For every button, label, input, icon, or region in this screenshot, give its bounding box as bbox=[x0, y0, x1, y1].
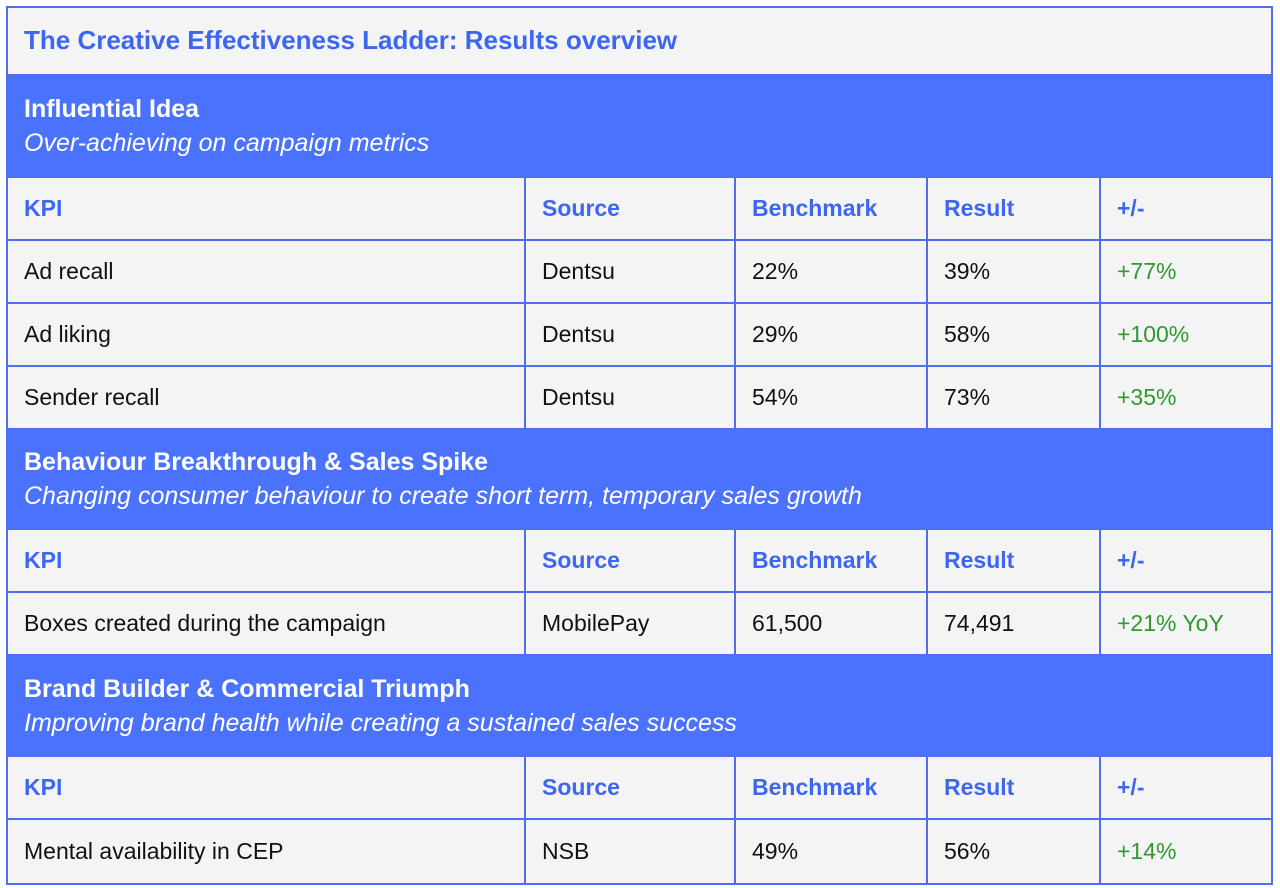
header-delta: +/- bbox=[1117, 547, 1145, 574]
header-result: Result bbox=[928, 177, 1101, 239]
result-cell: 56% bbox=[928, 820, 1101, 883]
result-cell: 73% bbox=[928, 366, 1101, 428]
section-description: Improving brand health while creating a … bbox=[24, 708, 737, 737]
table-row: Ad liking Dentsu 29% 58% +100% bbox=[8, 303, 1271, 367]
section-header-brand-builder: Brand Builder & Commercial Triumph Impro… bbox=[8, 656, 1271, 758]
section-header-influential-idea: Influential Idea Over-achieving on campa… bbox=[8, 75, 1271, 178]
table-row: Sender recall Dentsu 54% 73% +35% bbox=[8, 366, 1271, 430]
delta-cell: +100% bbox=[1117, 320, 1190, 347]
header-kpi: KPI bbox=[8, 530, 526, 592]
kpi-cell: Mental availability in CEP bbox=[8, 820, 526, 883]
header-kpi: KPI bbox=[8, 757, 526, 819]
header-benchmark: Benchmark bbox=[736, 530, 928, 592]
results-table: The Creative Effectiveness Ladder: Resul… bbox=[6, 6, 1273, 885]
header-benchmark: Benchmark bbox=[736, 757, 928, 819]
delta-cell: +35% bbox=[1117, 383, 1177, 410]
section-name: Brand Builder & Commercial Triumph bbox=[24, 674, 470, 703]
page-title: The Creative Effectiveness Ladder: Resul… bbox=[8, 8, 1271, 76]
header-result: Result bbox=[928, 757, 1101, 819]
section-name: Influential Idea bbox=[24, 94, 200, 123]
kpi-cell: Sender recall bbox=[8, 366, 526, 428]
result-cell: 74,491 bbox=[928, 593, 1101, 655]
table-row: Mental availability in CEP NSB 49% 56% +… bbox=[8, 820, 1271, 883]
section-header-behaviour-breakthrough: Behaviour Breakthrough & Sales Spike Cha… bbox=[8, 429, 1271, 531]
header-source: Source bbox=[526, 177, 736, 239]
source-cell: Dentsu bbox=[526, 240, 736, 302]
kpi-cell: Ad liking bbox=[8, 303, 526, 365]
section-description: Over-achieving on campaign metrics bbox=[24, 128, 430, 157]
benchmark-cell: 22% bbox=[736, 240, 928, 302]
result-cell: 58% bbox=[928, 303, 1101, 365]
delta-cell: +21% YoY bbox=[1117, 610, 1224, 637]
benchmark-cell: 49% bbox=[736, 820, 928, 883]
column-header-row: KPI Source Benchmark Result +/- bbox=[8, 177, 1271, 241]
header-delta: +/- bbox=[1117, 194, 1145, 221]
section-description: Changing consumer behaviour to create sh… bbox=[24, 481, 862, 510]
delta-cell: +77% bbox=[1117, 257, 1177, 284]
benchmark-cell: 54% bbox=[736, 366, 928, 428]
table-row: Ad recall Dentsu 22% 39% +77% bbox=[8, 240, 1271, 304]
source-cell: MobilePay bbox=[526, 593, 736, 655]
result-cell: 39% bbox=[928, 240, 1101, 302]
source-cell: NSB bbox=[526, 820, 736, 883]
header-result: Result bbox=[928, 530, 1101, 592]
header-kpi: KPI bbox=[8, 177, 526, 239]
header-delta: +/- bbox=[1117, 774, 1145, 801]
benchmark-cell: 61,500 bbox=[736, 593, 928, 655]
kpi-cell: Boxes created during the campaign bbox=[8, 593, 526, 655]
benchmark-cell: 29% bbox=[736, 303, 928, 365]
header-benchmark: Benchmark bbox=[736, 177, 928, 239]
section-name: Behaviour Breakthrough & Sales Spike bbox=[24, 447, 489, 476]
header-source: Source bbox=[526, 757, 736, 819]
table-row: Boxes created during the campaign Mobile… bbox=[8, 593, 1271, 657]
column-header-row: KPI Source Benchmark Result +/- bbox=[8, 530, 1271, 594]
source-cell: Dentsu bbox=[526, 366, 736, 428]
header-source: Source bbox=[526, 530, 736, 592]
delta-cell: +14% bbox=[1117, 838, 1177, 864]
column-header-row: KPI Source Benchmark Result +/- bbox=[8, 757, 1271, 821]
kpi-cell: Ad recall bbox=[8, 240, 526, 302]
source-cell: Dentsu bbox=[526, 303, 736, 365]
